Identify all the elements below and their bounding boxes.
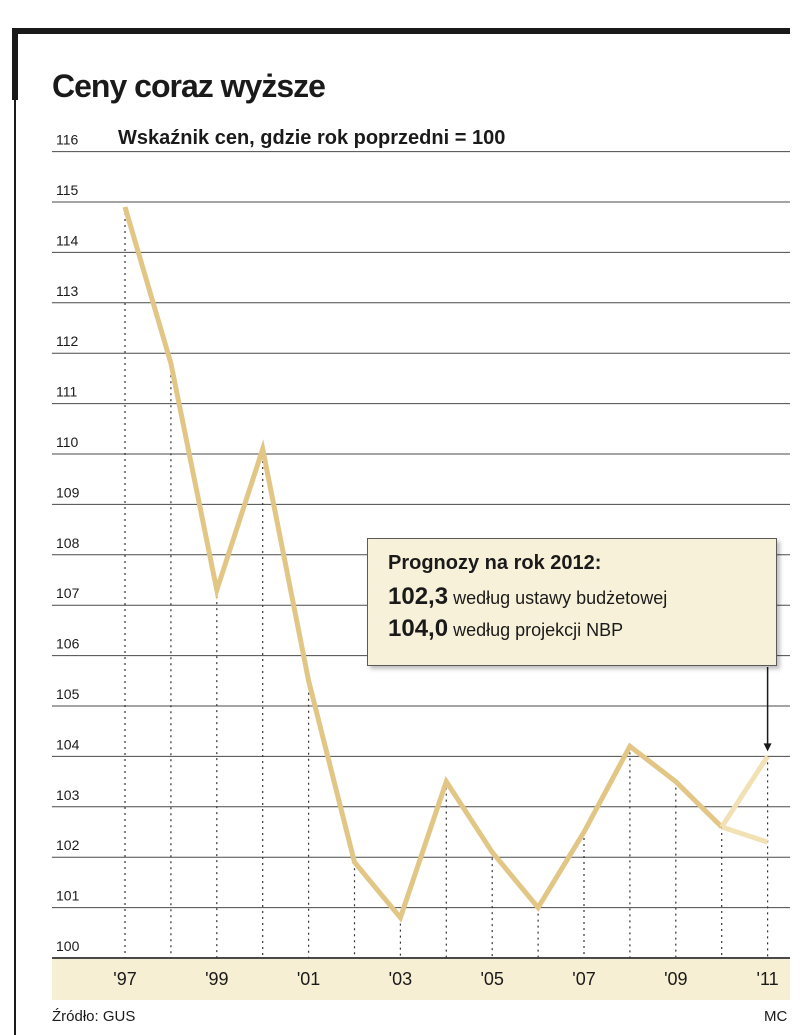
x-tick-label-2011: '11 [757,969,779,989]
y-tick-label-112: 112 [56,333,79,349]
y-tick-label-101: 101 [56,888,80,904]
y-tick-label-104: 104 [56,736,80,752]
x-tick-label-2005: '05 [480,969,503,989]
callout-value-budget: 102,3 [388,583,449,610]
y-tick-label-103: 103 [56,787,80,803]
y-tick-label-109: 109 [56,484,80,500]
cpi-series-line [122,206,724,923]
source-note: Źródło: GUS [52,1008,136,1025]
y-tick-label-100: 100 [56,938,80,954]
forecast-series-line-1 [719,755,770,829]
y-tick-label-105: 105 [56,686,80,702]
x-tick-label-2003: '03 [389,969,412,989]
y-tick-label-113: 113 [56,283,79,299]
callout-row-nbp: 104,0 według projekcji NBP [388,615,776,643]
y-tick-label-116: 116 [56,132,79,148]
x-tick-label-2001: '01 [297,969,320,989]
y-tick-label-114: 114 [56,232,79,248]
callout-label-nbp: według projekcji NBP [453,620,624,640]
y-tick-label-107: 107 [56,585,80,601]
y-tick-label-108: 108 [56,535,80,551]
x-tick-label-2007: '07 [572,969,595,989]
y-tick-label-115: 115 [56,182,79,198]
y-tick-label-106: 106 [56,636,80,652]
y-tick-label-110: 110 [56,434,79,450]
forecast-series-line-2 [720,824,769,845]
y-tick-label-111: 111 [56,384,77,400]
x-tick-label-2009: '09 [664,969,687,989]
y-tick-label-102: 102 [56,837,80,853]
forecast-callout: Prognozy na rok 2012: 102,3 według ustaw… [367,538,777,666]
x-tick-label-1997: '97 [113,969,136,989]
callout-heading: Prognozy na rok 2012: [388,552,602,574]
frame-top-rule [12,28,790,34]
chart-title: Ceny coraz wyższe [52,68,326,104]
callout-row-budget: 102,3 według ustawy budżetowej [388,583,776,611]
author-credit: MC [764,1008,788,1025]
frame-left-rule [12,28,18,100]
callout-label-budget: według ustawy budżetowej [453,588,668,608]
frame-left-thin-rule [14,100,16,1035]
x-tick-label-1999: '99 [205,969,228,989]
callout-arrow-head [763,743,772,752]
chart-subtitle: Wskaźnik cen, gdzie rok poprzedni = 100 [118,127,506,149]
x-axis-band [52,958,790,1000]
callout-value-nbp: 104,0 [388,615,449,642]
